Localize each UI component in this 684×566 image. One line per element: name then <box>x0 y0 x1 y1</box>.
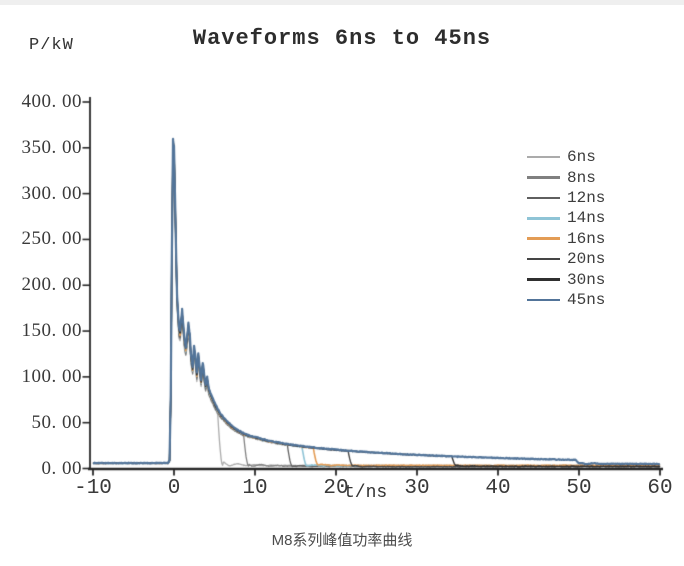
y-tick-label: 350. 00 <box>21 136 82 158</box>
legend-label: 20ns <box>567 250 606 269</box>
y-tick-label: 200. 00 <box>21 274 82 296</box>
x-tick-label: 0 <box>167 477 181 500</box>
legend-line-swatch <box>527 257 560 261</box>
legend-label: 16ns <box>567 229 606 248</box>
x-tick-label: 30 <box>404 477 430 500</box>
y-axis-label: P/kW <box>29 36 74 55</box>
figure-caption: M8系列峰值功率曲线 <box>271 532 413 549</box>
legend-label: 12ns <box>567 188 606 207</box>
x-axis-label: t/ns <box>344 483 388 503</box>
legend-label: 6ns <box>567 148 596 167</box>
legend-label: 45ns <box>567 290 606 309</box>
legend-line-swatch <box>527 298 560 302</box>
legend-item: 6ns <box>527 147 605 167</box>
x-tick-label: 40 <box>485 477 511 500</box>
legend-label: 30ns <box>567 270 606 289</box>
legend-item: 45ns <box>527 290 605 310</box>
x-tick-label: -10 <box>74 477 112 500</box>
x-tick-label: 20 <box>323 477 349 500</box>
x-tick-label: 60 <box>647 477 673 500</box>
y-tick-label: 100. 00 <box>21 365 82 387</box>
legend: 6ns 8ns 12ns 14ns 16ns 20ns 30ns 45ns <box>527 147 605 310</box>
y-tick-label: 150. 00 <box>21 320 82 342</box>
legend-label: 8ns <box>567 168 596 187</box>
legend-line-swatch <box>527 278 560 281</box>
legend-item: 20ns <box>527 249 605 269</box>
y-tick-label: 250. 00 <box>21 228 82 250</box>
y-tick-label: 0. 00 <box>41 457 82 479</box>
legend-line-swatch <box>527 155 560 159</box>
legend-item: 12ns <box>527 188 605 208</box>
chart-title: Waveforms 6ns to 45ns <box>192 26 492 51</box>
legend-item: 30ns <box>527 269 605 289</box>
x-tick-label: 10 <box>242 477 268 500</box>
legend-line-swatch <box>527 237 560 241</box>
legend-line-swatch <box>527 176 560 179</box>
y-tick-label: 300. 00 <box>21 182 82 204</box>
y-tick-label: 50. 00 <box>31 411 82 433</box>
legend-item: 16ns <box>527 229 605 249</box>
x-tick-label: 50 <box>566 477 592 500</box>
y-tick-label: 400. 00 <box>21 91 82 112</box>
legend-label: 14ns <box>567 209 606 228</box>
legend-line-swatch <box>527 196 560 200</box>
legend-item: 8ns <box>527 167 605 187</box>
legend-item: 14ns <box>527 208 605 228</box>
legend-line-swatch <box>527 217 560 220</box>
